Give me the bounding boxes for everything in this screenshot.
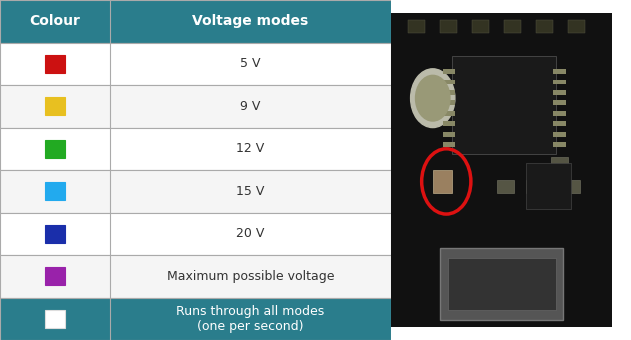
Bar — [0, 85, 391, 128]
Bar — [0, 255, 391, 298]
Bar — [553, 80, 565, 84]
Bar — [45, 97, 65, 115]
Text: Maximum possible voltage: Maximum possible voltage — [167, 270, 334, 283]
Bar — [553, 111, 565, 116]
Bar — [45, 55, 65, 73]
Bar — [0, 298, 391, 340]
Bar — [442, 69, 455, 74]
Bar — [551, 157, 568, 170]
Bar — [442, 111, 455, 116]
Bar — [433, 170, 452, 193]
Circle shape — [415, 75, 450, 121]
Bar — [440, 20, 457, 33]
Bar — [563, 180, 581, 193]
Bar — [0, 212, 391, 255]
Bar — [442, 132, 455, 137]
Bar — [442, 101, 455, 105]
Bar — [45, 310, 65, 328]
Bar — [442, 121, 455, 126]
Text: 5 V: 5 V — [240, 57, 261, 70]
Text: 9 V: 9 V — [240, 100, 261, 113]
Bar — [442, 90, 455, 95]
Bar — [452, 56, 556, 154]
Bar — [553, 142, 565, 147]
Bar — [553, 69, 565, 74]
Bar — [408, 20, 425, 33]
Bar — [0, 0, 391, 42]
Bar — [568, 20, 586, 33]
Text: 20 V: 20 V — [236, 227, 264, 240]
Bar — [553, 101, 565, 105]
Bar — [447, 258, 556, 310]
Text: 12 V: 12 V — [236, 142, 264, 155]
Bar — [442, 80, 455, 84]
Text: Voltage modes: Voltage modes — [192, 14, 309, 28]
Bar — [553, 121, 565, 126]
Bar — [45, 182, 65, 200]
Bar — [553, 90, 565, 95]
Bar — [526, 164, 570, 209]
Bar — [497, 180, 514, 193]
Bar — [45, 140, 65, 158]
Text: Colour: Colour — [29, 14, 80, 28]
Bar — [442, 142, 455, 147]
Bar — [526, 180, 543, 193]
Bar — [45, 225, 65, 243]
Bar — [0, 42, 391, 85]
Circle shape — [411, 69, 455, 128]
Bar — [45, 267, 65, 285]
Bar — [0, 170, 391, 212]
Bar — [440, 248, 563, 320]
Text: Runs through all modes
(one per second): Runs through all modes (one per second) — [176, 305, 324, 333]
Text: 15 V: 15 V — [236, 185, 264, 198]
Bar — [553, 132, 565, 137]
Bar — [472, 20, 490, 33]
Bar — [504, 20, 521, 33]
Bar — [0, 128, 391, 170]
Bar — [536, 20, 553, 33]
